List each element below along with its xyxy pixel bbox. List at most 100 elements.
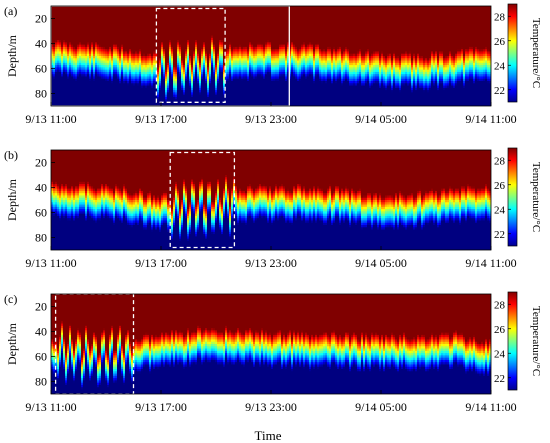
heatmap-cell xyxy=(233,53,236,57)
heatmap-cell xyxy=(83,12,86,16)
heatmap-cell xyxy=(137,12,140,16)
heatmap-cell xyxy=(253,40,256,43)
heatmap-cell xyxy=(193,12,196,16)
heatmap-cell xyxy=(161,81,164,84)
heatmap-cell xyxy=(227,69,230,73)
heatmap-cell xyxy=(219,96,222,100)
heatmap-cell xyxy=(59,65,62,68)
heatmap-cell xyxy=(109,17,112,21)
heatmap-cell xyxy=(211,56,214,59)
heatmap-cell xyxy=(197,53,200,57)
heatmap-cell xyxy=(127,17,130,21)
heatmap-cell xyxy=(213,85,216,89)
heatmap-cell xyxy=(65,51,68,55)
heatmap-cell xyxy=(213,99,216,103)
heatmap-cell xyxy=(229,31,232,34)
heatmap-cell xyxy=(65,62,68,66)
heatmap-cell xyxy=(249,81,252,84)
heatmap-cell xyxy=(267,67,270,71)
heatmap-cell xyxy=(247,42,250,46)
heatmap-cell xyxy=(109,60,112,64)
heatmap-cell xyxy=(67,90,70,93)
heatmap-cell xyxy=(199,53,202,57)
heatmap-cell xyxy=(221,15,224,18)
heatmap-cell xyxy=(273,42,276,46)
heatmap-cell xyxy=(61,83,64,87)
heatmap-cell xyxy=(163,6,166,9)
heatmap-cell xyxy=(223,69,226,73)
heatmap-cell xyxy=(69,28,72,32)
heatmap-cell xyxy=(95,94,98,98)
heatmap-cell xyxy=(165,37,168,41)
heatmap-cell xyxy=(69,92,72,96)
heatmap-cell xyxy=(135,28,138,32)
heatmap-cell xyxy=(215,60,218,64)
heatmap-cell xyxy=(117,21,120,25)
heatmap-cell xyxy=(159,12,162,16)
heatmap-cell xyxy=(219,24,222,28)
heatmap-cell xyxy=(213,92,216,96)
heatmap-cell xyxy=(129,28,132,32)
heatmap-cell xyxy=(255,17,258,21)
heatmap-cell xyxy=(117,19,120,23)
heatmap-cell xyxy=(245,40,248,43)
heatmap-cell xyxy=(207,56,210,59)
heatmap-cell xyxy=(139,10,142,14)
heatmap-cell xyxy=(181,17,184,21)
heatmap-cell xyxy=(255,103,258,106)
heatmap-cell xyxy=(269,19,272,23)
heatmap-cell xyxy=(67,26,70,30)
heatmap-cell xyxy=(81,101,84,105)
heatmap-cell xyxy=(129,60,132,64)
heatmap-cell xyxy=(87,42,90,46)
heatmap-cell xyxy=(117,71,120,75)
heatmap-cell xyxy=(211,19,214,23)
heatmap-cell xyxy=(271,67,274,71)
heatmap-cell xyxy=(225,10,228,14)
heatmap-cell xyxy=(143,56,146,59)
heatmap-cell xyxy=(269,76,272,80)
heatmap-cell xyxy=(85,83,88,87)
heatmap-cell xyxy=(103,78,106,82)
heatmap-cell xyxy=(245,24,248,28)
heatmap-cell xyxy=(81,87,84,91)
heatmap-cell xyxy=(247,51,250,55)
heatmap-cell xyxy=(83,37,86,41)
heatmap-cell xyxy=(201,56,204,59)
heatmap-cell xyxy=(57,76,60,80)
heatmap-cell xyxy=(169,103,172,106)
heatmap-cell xyxy=(199,83,202,87)
heatmap-cell xyxy=(197,85,200,89)
heatmap-cell xyxy=(261,103,264,106)
heatmap-cell xyxy=(225,37,228,41)
heatmap-cell xyxy=(237,26,240,30)
heatmap-cell xyxy=(133,83,136,87)
heatmap-cell xyxy=(127,8,130,12)
heatmap-cell xyxy=(277,17,280,21)
heatmap-cell xyxy=(205,6,208,9)
heatmap-cell xyxy=(75,87,78,91)
heatmap-cell xyxy=(107,19,110,23)
heatmap-cell xyxy=(227,15,230,18)
heatmap-cell xyxy=(73,56,76,59)
heatmap-cell xyxy=(137,69,140,73)
heatmap-cell xyxy=(277,15,280,18)
heatmap-cell xyxy=(243,87,246,91)
heatmap-cell xyxy=(129,10,132,14)
heatmap-cell xyxy=(63,99,66,103)
heatmap-cell xyxy=(53,44,56,48)
heatmap-cell xyxy=(247,69,250,73)
heatmap-cell xyxy=(205,87,208,91)
heatmap-cell xyxy=(55,99,58,103)
heatmap-cell xyxy=(269,56,272,59)
heatmap-cell xyxy=(217,81,220,84)
heatmap-cell xyxy=(119,103,122,106)
heatmap-cell xyxy=(251,35,254,39)
heatmap-cell xyxy=(217,12,220,16)
heatmap-cell xyxy=(237,46,240,50)
heatmap-cell xyxy=(197,94,200,98)
heatmap-cell xyxy=(181,99,184,103)
heatmap-cell xyxy=(191,74,194,78)
heatmap-cell xyxy=(99,62,102,66)
heatmap-cell xyxy=(211,15,214,18)
